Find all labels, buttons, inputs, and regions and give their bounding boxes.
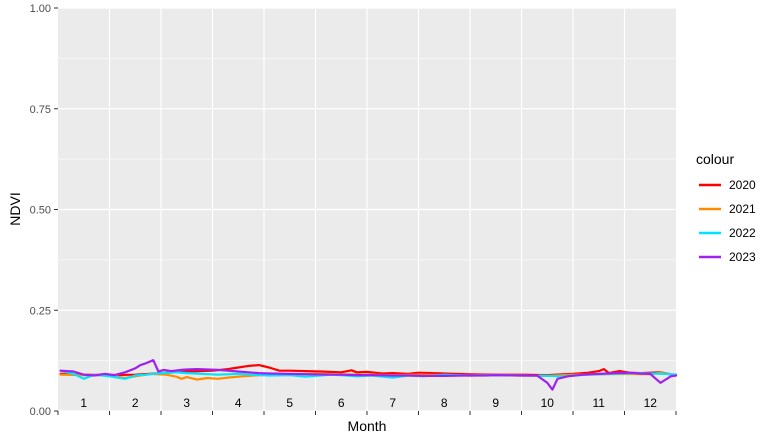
y-axis: 0.00 0.25 0.50 0.75 1.00	[30, 3, 58, 418]
y-tick-label: 0.25	[30, 305, 51, 317]
month-label: 3	[183, 396, 190, 410]
month-label: 4	[235, 396, 242, 410]
legend-label-2021: 2021	[729, 202, 756, 216]
legend-title: colour	[696, 151, 734, 167]
y-tick-label: 0.50	[30, 205, 51, 217]
y-tick-label: 1.00	[30, 3, 51, 15]
month-label: 10	[541, 396, 555, 410]
x-axis: 1 2 3 4 5 6 7 8 9 10 11 12	[57, 396, 677, 415]
month-label: 7	[389, 396, 396, 410]
grid-lines	[58, 7, 676, 412]
legend: colour 2020 2021 2022 2023	[696, 151, 756, 264]
month-label: 6	[338, 396, 345, 410]
y-axis-title: NDVI	[7, 192, 23, 225]
legend-label-2023: 2023	[729, 250, 756, 264]
month-label: 2	[132, 396, 139, 410]
month-label: 1	[80, 396, 87, 410]
y-tick-label: 0.00	[30, 406, 51, 418]
month-label: 9	[492, 396, 499, 410]
series-line-2023	[59, 359, 678, 391]
legend-label-2020: 2020	[729, 178, 756, 192]
month-label: 12	[644, 396, 658, 410]
x-axis-title: Month	[348, 418, 387, 434]
month-label: 11	[593, 396, 606, 410]
y-tick-label: 0.75	[30, 104, 51, 116]
data-series	[59, 359, 678, 391]
month-label: 8	[441, 396, 448, 410]
month-label: 5	[286, 396, 293, 410]
legend-label-2022: 2022	[729, 226, 756, 240]
